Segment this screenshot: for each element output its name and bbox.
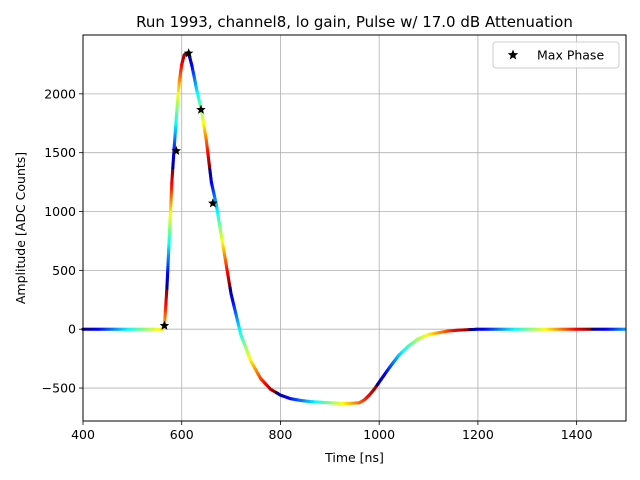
y-tick-label: 0	[68, 322, 76, 337]
max-phase-marker	[183, 48, 194, 58]
x-tick-label: 1000	[363, 427, 395, 442]
max-phase-marker	[171, 145, 182, 155]
max-phase-marker	[208, 198, 218, 208]
y-tick-label: 1500	[44, 145, 76, 160]
x-tick-label: 400	[71, 427, 95, 442]
x-tick-label: 1200	[462, 427, 494, 442]
y-tick-label: 1000	[44, 204, 76, 219]
legend-star-icon	[507, 49, 519, 60]
waveform-point	[622, 327, 627, 331]
x-tick-label: 600	[170, 427, 194, 442]
legend-label: Max Phase	[537, 48, 604, 63]
axis-ticks: 400 600 800 1000 1200 1400 −500 0 500 1000 1500 200…	[42, 86, 593, 442]
y-tick-label: 2000	[44, 86, 76, 101]
max-phase-series	[159, 48, 218, 330]
grid-lines	[82, 35, 626, 421]
max-phase-marker	[196, 104, 206, 114]
x-tick-label: 1400	[561, 427, 593, 442]
y-axis-label: Amplitude [ADC Counts]	[13, 152, 28, 304]
legend: Max Phase	[492, 41, 620, 69]
x-tick-label: 800	[269, 427, 293, 442]
waveform-series	[81, 51, 627, 405]
x-axis-label: Time [ns]	[324, 450, 384, 465]
plot-frame	[82, 34, 627, 422]
y-tick-label: 500	[52, 263, 76, 278]
legend-box	[492, 41, 620, 69]
chart-title: Run 1993, channel8, lo gain, Pulse w/ 17…	[136, 13, 573, 31]
max-phase-marker	[159, 320, 170, 330]
y-tick-label: −500	[42, 381, 76, 396]
